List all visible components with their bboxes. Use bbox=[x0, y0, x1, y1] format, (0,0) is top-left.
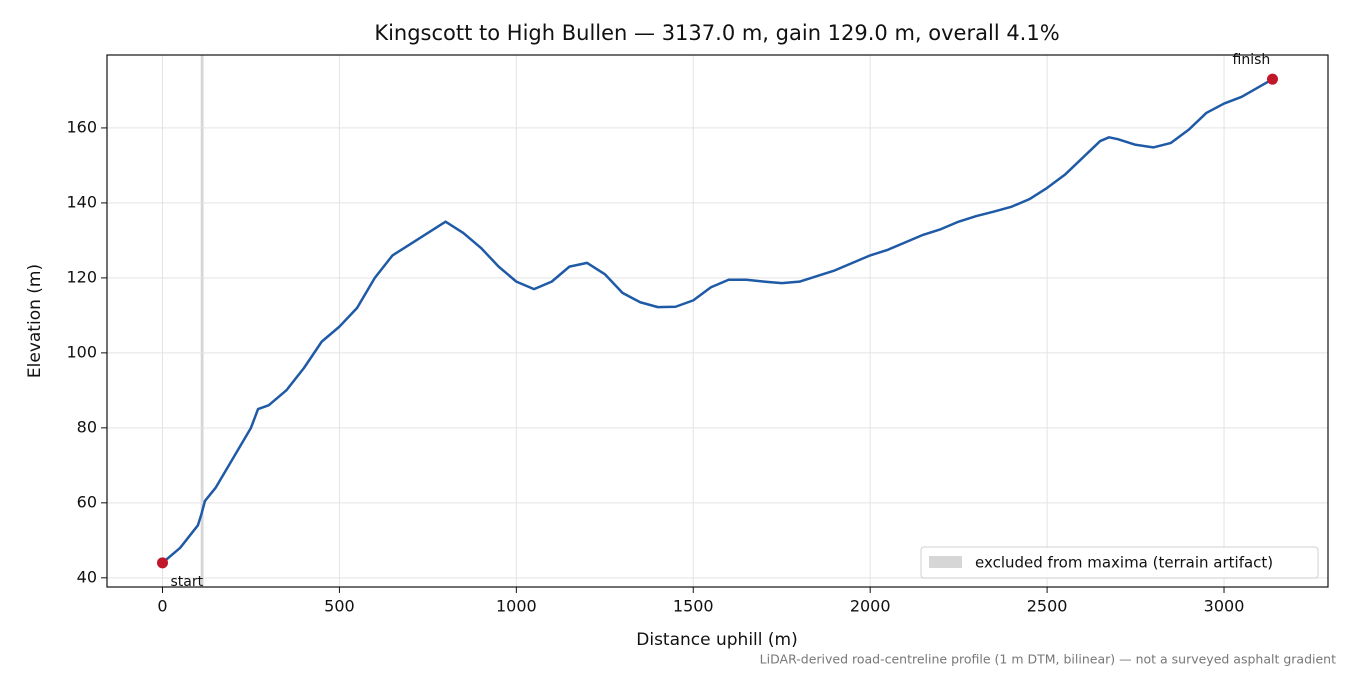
x-tick-label: 1000 bbox=[496, 597, 537, 616]
y-tick-label: 80 bbox=[77, 417, 97, 436]
y-tick-label: 40 bbox=[77, 567, 97, 586]
legend-swatch bbox=[929, 556, 962, 568]
x-tick-label: 0 bbox=[157, 597, 167, 616]
y-tick-label: 100 bbox=[66, 342, 97, 361]
footnote: LiDAR-derived road-centreline profile (1… bbox=[760, 652, 1336, 667]
endpoint-marker bbox=[157, 557, 168, 569]
axes-frame bbox=[106, 54, 1329, 588]
x-tick-label: 1500 bbox=[673, 597, 714, 616]
chart-title: Kingscott to High Bullen — 3137.0 m, gai… bbox=[374, 21, 1059, 45]
y-tick-label: 140 bbox=[66, 192, 97, 211]
endpoint-label: finish bbox=[1233, 52, 1271, 68]
x-tick-label: 2000 bbox=[850, 597, 891, 616]
legend-box bbox=[920, 546, 1319, 579]
x-axis-label: Distance uphill (m) bbox=[636, 630, 797, 650]
y-tick-label: 60 bbox=[77, 492, 97, 511]
endpoint-marker bbox=[1267, 73, 1278, 85]
y-tick-label: 120 bbox=[66, 267, 97, 286]
x-tick-label: 3000 bbox=[1204, 597, 1245, 616]
elevation-line bbox=[161, 78, 1274, 564]
x-tick-label: 2500 bbox=[1027, 597, 1068, 616]
excluded-span bbox=[200, 55, 204, 587]
endpoint-label: start bbox=[171, 574, 204, 590]
x-tick-label: 500 bbox=[324, 597, 355, 616]
y-tick-label: 160 bbox=[66, 117, 97, 136]
legend-label: excluded from maxima (terrain artifact) bbox=[975, 554, 1273, 572]
y-axis-label: Elevation (m) bbox=[25, 264, 45, 378]
